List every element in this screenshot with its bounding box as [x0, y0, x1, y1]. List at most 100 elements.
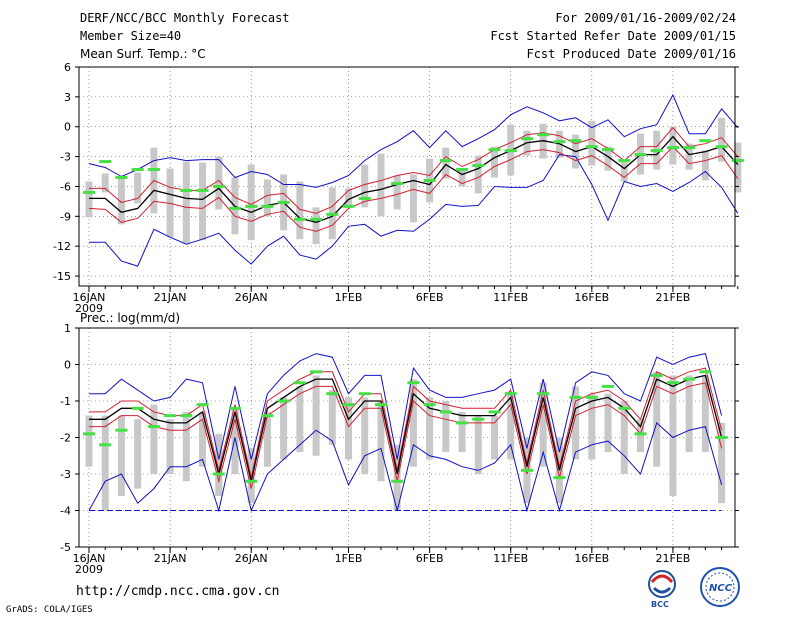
x-tick-label: 6FEB: [416, 552, 444, 565]
climatology-marker: [83, 432, 95, 436]
ensemble-box: [166, 168, 174, 238]
climatology-marker: [602, 384, 615, 388]
ensemble-box: [345, 397, 353, 460]
source-url[interactable]: http://cmdp.ncc.cma.gov.cn: [76, 584, 280, 599]
climatology-marker: [83, 190, 95, 194]
climatology-marker: [342, 403, 355, 407]
x-tick-label: 21FEB: [656, 291, 691, 304]
y-tick-label: 6: [64, 61, 71, 74]
x-tick-sublabel: 2009: [75, 563, 103, 576]
ensemble-box: [604, 146, 612, 171]
ncc-logo-text: NCC: [709, 583, 733, 594]
x-tick-label: 6FEB: [416, 291, 444, 304]
climatology-marker: [115, 175, 128, 179]
ensemble-box: [85, 415, 93, 467]
climatology-marker: [456, 421, 469, 425]
series-line-ensemble-mean: [89, 135, 739, 223]
climatology-marker: [115, 428, 128, 432]
x-tick-label: 1FEB: [335, 291, 363, 304]
climatology-marker: [456, 168, 469, 172]
ensemble-box: [458, 170, 466, 187]
y-tick-label: -3: [60, 151, 71, 164]
ensemble-box: [458, 411, 466, 453]
climatology-marker: [245, 204, 258, 208]
ensemble-box: [85, 181, 93, 218]
climatology-marker: [212, 472, 225, 476]
climatology-marker: [261, 204, 274, 208]
climatology-marker: [520, 137, 533, 141]
chart-title: DERF/NCC/BCC Monthly Forecast: [80, 11, 290, 25]
x-tick-label: 16JAN: [73, 552, 106, 565]
y-tick-label: -1: [60, 395, 71, 408]
ensemble-box: [588, 120, 596, 166]
ensemble-box: [604, 393, 612, 453]
climatology-marker: [537, 133, 550, 137]
climatology-marker: [666, 146, 679, 150]
ensemble-box: [636, 419, 644, 453]
ensemble-box: [215, 433, 223, 496]
climatology-marker: [699, 139, 712, 143]
climatology-marker: [147, 168, 160, 172]
ensemble-box: [491, 415, 498, 460]
y-tick-label: -2: [60, 432, 71, 445]
climatology-marker: [131, 168, 144, 172]
ensemble-box: [701, 150, 709, 181]
ensemble-box: [442, 147, 450, 179]
y-tick-label: 0: [64, 359, 71, 372]
climatology-marker: [407, 381, 420, 385]
ensemble-box: [361, 164, 369, 208]
ensemble-box: [117, 178, 125, 225]
ensemble-box: [474, 415, 482, 474]
climatology-marker: [245, 479, 258, 483]
logos: BCC NCC: [648, 567, 740, 609]
x-tick-label: 11FEB: [493, 291, 528, 304]
ensemble-box: [393, 444, 401, 511]
climatology-marker: [391, 181, 404, 185]
climatology-marker: [585, 145, 598, 149]
climatology-marker: [147, 425, 160, 429]
ensemble-box: [296, 386, 304, 453]
climatology-marker: [277, 200, 290, 204]
climatology-marker: [472, 417, 485, 421]
climatology-marker: [228, 206, 241, 210]
forecast-started: Fcst Started Refer Date 2009/01/15: [490, 29, 736, 43]
climatology-marker: [504, 392, 517, 396]
climatology-marker: [731, 159, 744, 163]
y-tick-label: -9: [60, 210, 71, 223]
ensemble-box: [669, 126, 677, 165]
ensemble-box: [263, 411, 271, 467]
member-size: Member Size=40: [80, 29, 182, 43]
ensemble-box: [296, 181, 304, 240]
ensemble-box: [685, 375, 693, 453]
ensemble-box: [345, 188, 353, 206]
climatology-marker: [634, 432, 647, 436]
climatology-marker: [618, 406, 631, 410]
climatology-marker: [569, 395, 582, 399]
climatology-marker: [488, 148, 501, 152]
climatology-marker: [391, 479, 404, 483]
bcc-logo-text: BCC: [651, 600, 669, 609]
ensemble-box: [442, 401, 450, 453]
climatology-marker: [196, 188, 209, 192]
x-tick-label: 16FEB: [574, 291, 609, 304]
climatology-marker: [504, 149, 517, 153]
y-tick-label: -6: [60, 180, 71, 193]
climatology-marker: [569, 139, 582, 143]
ensemble-box: [361, 397, 369, 474]
ensemble-box: [701, 375, 709, 453]
climatology-marker: [228, 406, 241, 410]
series-line-lower-spread: [88, 145, 739, 232]
forecast-period: For 2009/01/16-2009/02/24: [555, 11, 736, 25]
ensemble-box: [182, 411, 190, 482]
ensemble-box: [117, 415, 125, 496]
ensemble-box: [588, 393, 596, 460]
ensemble-box: [734, 142, 742, 193]
ensemble-box: [491, 146, 498, 178]
climatology-marker: [488, 410, 501, 414]
series-line-ensemble-max: [88, 93, 739, 188]
y-tick-label: -12: [53, 240, 71, 253]
ensemble-box: [572, 386, 580, 460]
y-tick-label: 1: [64, 322, 71, 335]
climatology-marker: [683, 146, 696, 150]
climatology-marker: [261, 414, 274, 418]
